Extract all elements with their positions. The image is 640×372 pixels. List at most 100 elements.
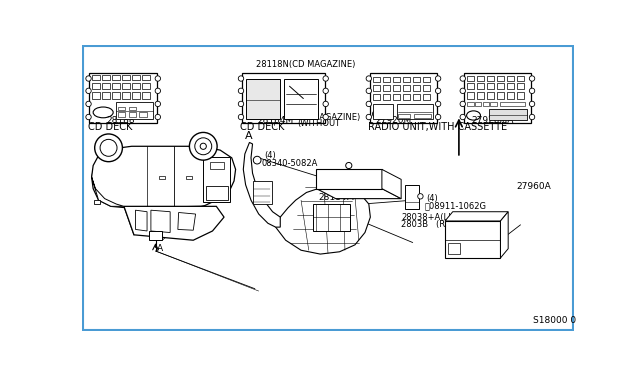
Polygon shape (243, 142, 280, 227)
Bar (204, 157, 230, 202)
Bar (422, 77, 431, 81)
Circle shape (418, 194, 423, 199)
Bar (90, 73, 157, 123)
Bar (143, 83, 150, 89)
Bar (102, 83, 110, 89)
Bar (246, 79, 280, 119)
Bar (132, 83, 140, 89)
Text: A: A (157, 244, 163, 253)
Bar (486, 92, 494, 99)
Circle shape (529, 114, 535, 120)
Polygon shape (151, 210, 170, 232)
Bar (398, 114, 410, 118)
Bar (467, 83, 474, 89)
Text: 2803B   (RH): 2803B (RH) (401, 220, 455, 229)
Bar (414, 114, 431, 118)
Circle shape (435, 101, 441, 107)
Circle shape (238, 76, 244, 81)
Circle shape (253, 156, 261, 164)
Bar (467, 92, 474, 99)
Bar (516, 92, 524, 99)
Bar (383, 94, 390, 100)
Bar (483, 102, 489, 106)
Bar (463, 73, 531, 123)
Bar (113, 92, 120, 99)
Text: 28184M: 28184M (257, 116, 293, 125)
Bar (143, 92, 150, 99)
Bar (422, 94, 431, 100)
Circle shape (323, 101, 328, 107)
Circle shape (460, 88, 465, 93)
Circle shape (460, 114, 465, 120)
Bar (118, 112, 125, 117)
Circle shape (529, 76, 535, 81)
Circle shape (366, 76, 371, 81)
Bar (393, 77, 401, 81)
Bar (383, 77, 390, 81)
Bar (497, 92, 504, 99)
Bar (475, 102, 481, 106)
Bar (102, 76, 110, 80)
Bar (369, 73, 437, 123)
Bar (516, 76, 524, 81)
Bar (129, 112, 136, 117)
Bar (383, 85, 390, 91)
Bar (132, 76, 140, 80)
Bar (372, 94, 380, 100)
Bar (132, 92, 140, 99)
Text: CD DECK: CD DECK (240, 122, 285, 132)
Text: 28184M: 28184M (318, 193, 355, 202)
Bar (148, 231, 163, 240)
Bar (403, 77, 410, 81)
Text: CD MAGAZINE): CD MAGAZINE) (297, 113, 360, 122)
Bar (393, 85, 401, 91)
Bar (397, 104, 433, 119)
Circle shape (366, 114, 371, 120)
Bar (92, 92, 100, 99)
Circle shape (195, 138, 212, 155)
Bar (403, 85, 410, 91)
Bar (490, 102, 497, 106)
Bar (486, 76, 494, 81)
Polygon shape (136, 210, 147, 231)
Bar (448, 243, 460, 254)
Bar (206, 186, 228, 200)
Bar (186, 176, 192, 179)
Bar (393, 94, 401, 100)
Bar (445, 221, 500, 258)
Circle shape (366, 88, 371, 93)
Bar (477, 76, 484, 81)
Bar (477, 83, 484, 89)
Bar (413, 85, 420, 91)
Circle shape (460, 76, 465, 81)
Bar (122, 83, 130, 89)
Circle shape (100, 140, 117, 156)
Bar (489, 109, 527, 120)
Bar (372, 77, 380, 81)
Text: (4): (4) (427, 194, 438, 203)
Polygon shape (92, 146, 236, 208)
Text: 08340-5082A: 08340-5082A (262, 159, 318, 168)
Bar (516, 83, 524, 89)
Bar (113, 76, 120, 80)
Circle shape (155, 76, 161, 81)
Circle shape (323, 88, 328, 93)
Polygon shape (92, 177, 124, 206)
Circle shape (323, 76, 328, 81)
Bar (102, 92, 110, 99)
Circle shape (435, 88, 441, 93)
Circle shape (435, 76, 441, 81)
Bar (497, 83, 504, 89)
Circle shape (155, 114, 161, 120)
Circle shape (238, 88, 244, 93)
Bar (116, 102, 153, 119)
Text: S: S (253, 158, 257, 163)
Circle shape (95, 134, 122, 162)
Circle shape (86, 88, 92, 93)
Bar (422, 85, 431, 91)
Text: RADIO UNIT,WITH CASSETTE: RADIO UNIT,WITH CASSETTE (368, 122, 507, 132)
Polygon shape (178, 212, 196, 230)
Text: CD DECK: CD DECK (88, 122, 132, 132)
Bar (507, 76, 515, 81)
Polygon shape (124, 206, 224, 240)
